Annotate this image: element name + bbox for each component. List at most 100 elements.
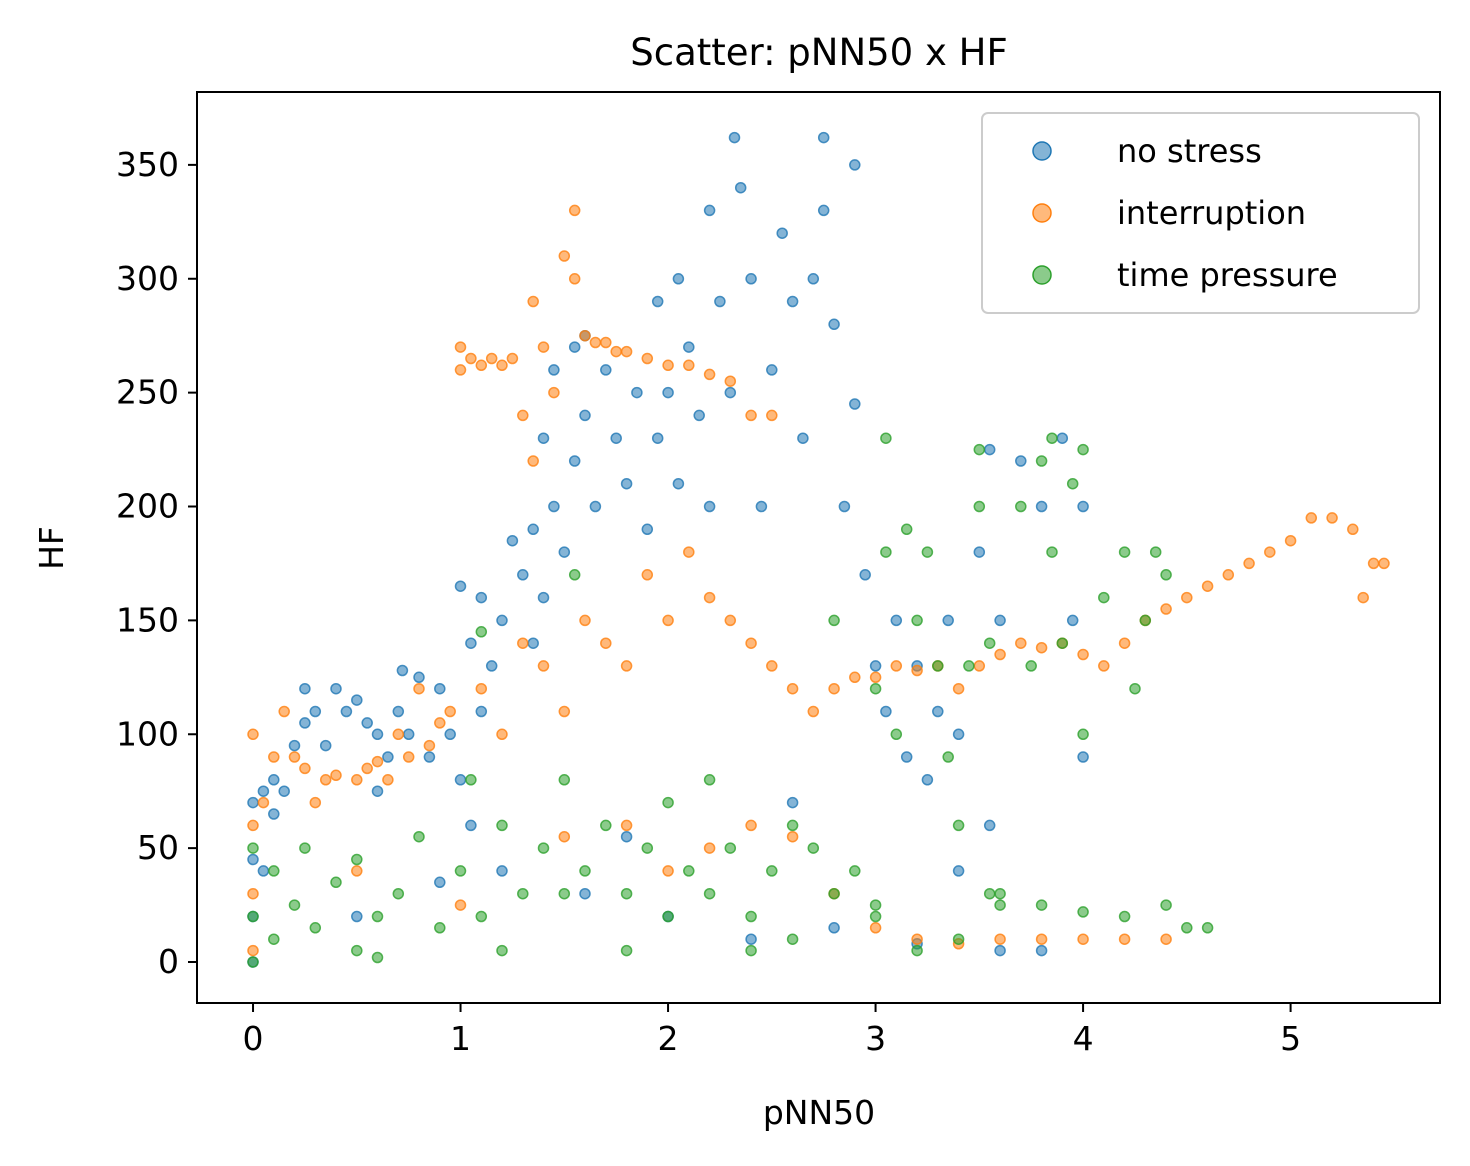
data-point xyxy=(351,853,363,866)
data-point xyxy=(330,682,342,695)
data-point xyxy=(475,626,488,638)
data-point xyxy=(1201,580,1214,592)
data-point xyxy=(1077,906,1089,918)
data-point xyxy=(662,614,674,627)
data-point xyxy=(496,614,508,627)
data-point xyxy=(527,637,539,649)
data-point xyxy=(1035,500,1048,513)
data-point xyxy=(703,204,716,217)
data-point xyxy=(766,409,778,422)
data-point xyxy=(890,728,903,741)
data-point xyxy=(475,682,488,695)
data-point xyxy=(1025,660,1037,672)
data-point xyxy=(454,899,467,911)
data-point xyxy=(641,523,654,536)
data-point xyxy=(631,386,643,399)
x-tick-label: 5 xyxy=(1280,1019,1301,1058)
data-point xyxy=(579,614,591,627)
data-point xyxy=(351,944,363,957)
data-point xyxy=(1035,944,1048,957)
data-point xyxy=(1035,641,1048,654)
data-point xyxy=(952,682,965,695)
data-point xyxy=(620,477,633,490)
data-point xyxy=(973,500,986,513)
data-point xyxy=(1035,899,1048,911)
data-point xyxy=(1035,933,1048,945)
data-point xyxy=(330,876,342,889)
data-point xyxy=(869,671,882,684)
data-point xyxy=(309,796,322,809)
data-point xyxy=(683,359,695,372)
data-point xyxy=(475,910,488,923)
data-point xyxy=(1284,534,1297,547)
data-point xyxy=(361,717,373,729)
data-point xyxy=(402,728,415,741)
data-point xyxy=(382,751,394,763)
data-point xyxy=(766,364,778,376)
data-point xyxy=(1077,500,1089,513)
data-point xyxy=(1181,591,1193,604)
data-point xyxy=(319,739,332,752)
legend: no stress interruption time pressure xyxy=(981,112,1420,314)
data-point xyxy=(396,664,409,677)
data-point xyxy=(1305,512,1318,524)
data-point xyxy=(952,933,965,945)
data-point xyxy=(537,842,550,854)
data-point xyxy=(247,853,259,866)
data-point xyxy=(558,887,571,900)
data-point xyxy=(983,819,996,832)
data-point xyxy=(849,398,861,410)
data-point xyxy=(1077,728,1089,741)
data-point xyxy=(454,774,467,786)
data-point xyxy=(994,887,1006,900)
data-point xyxy=(485,660,498,672)
data-point xyxy=(268,933,280,945)
data-point xyxy=(475,359,488,372)
y-axis-label: HF xyxy=(32,526,71,570)
data-point xyxy=(610,345,622,358)
data-point xyxy=(496,865,508,877)
data-point xyxy=(921,546,934,558)
y-tick-label: 0 xyxy=(158,942,179,981)
data-point xyxy=(734,181,747,194)
data-point xyxy=(1357,591,1369,604)
data-point xyxy=(817,131,830,144)
plot-frame xyxy=(196,91,1441,1004)
data-point xyxy=(579,409,591,422)
data-point xyxy=(548,500,560,513)
data-point xyxy=(1046,546,1058,558)
data-point xyxy=(849,159,861,171)
data-point xyxy=(1098,660,1110,672)
data-point xyxy=(786,933,799,945)
data-point xyxy=(703,774,716,786)
data-point xyxy=(869,899,882,911)
data-point xyxy=(548,386,560,399)
data-point xyxy=(651,295,664,308)
data-point xyxy=(1118,910,1131,923)
data-point xyxy=(973,546,986,558)
data-point xyxy=(558,774,571,786)
data-point xyxy=(620,345,633,358)
data-point xyxy=(257,785,270,797)
series-time-pressure xyxy=(247,432,1214,968)
data-point xyxy=(351,774,363,786)
data-point xyxy=(662,796,674,809)
y-tick-label: 250 xyxy=(116,373,179,412)
data-point xyxy=(496,944,508,957)
data-point xyxy=(620,660,633,672)
data-point xyxy=(413,682,425,695)
data-point xyxy=(683,865,695,877)
legend-marker xyxy=(1032,141,1052,161)
data-point xyxy=(309,705,322,718)
data-point xyxy=(257,796,270,809)
data-point xyxy=(247,728,259,741)
data-point xyxy=(589,336,602,349)
data-point xyxy=(268,865,280,877)
data-point xyxy=(1243,557,1255,570)
data-point xyxy=(1015,637,1027,649)
data-point xyxy=(506,534,519,547)
data-point xyxy=(869,660,882,672)
data-point xyxy=(620,830,633,843)
data-point xyxy=(340,705,353,718)
legend-box xyxy=(981,112,1420,314)
